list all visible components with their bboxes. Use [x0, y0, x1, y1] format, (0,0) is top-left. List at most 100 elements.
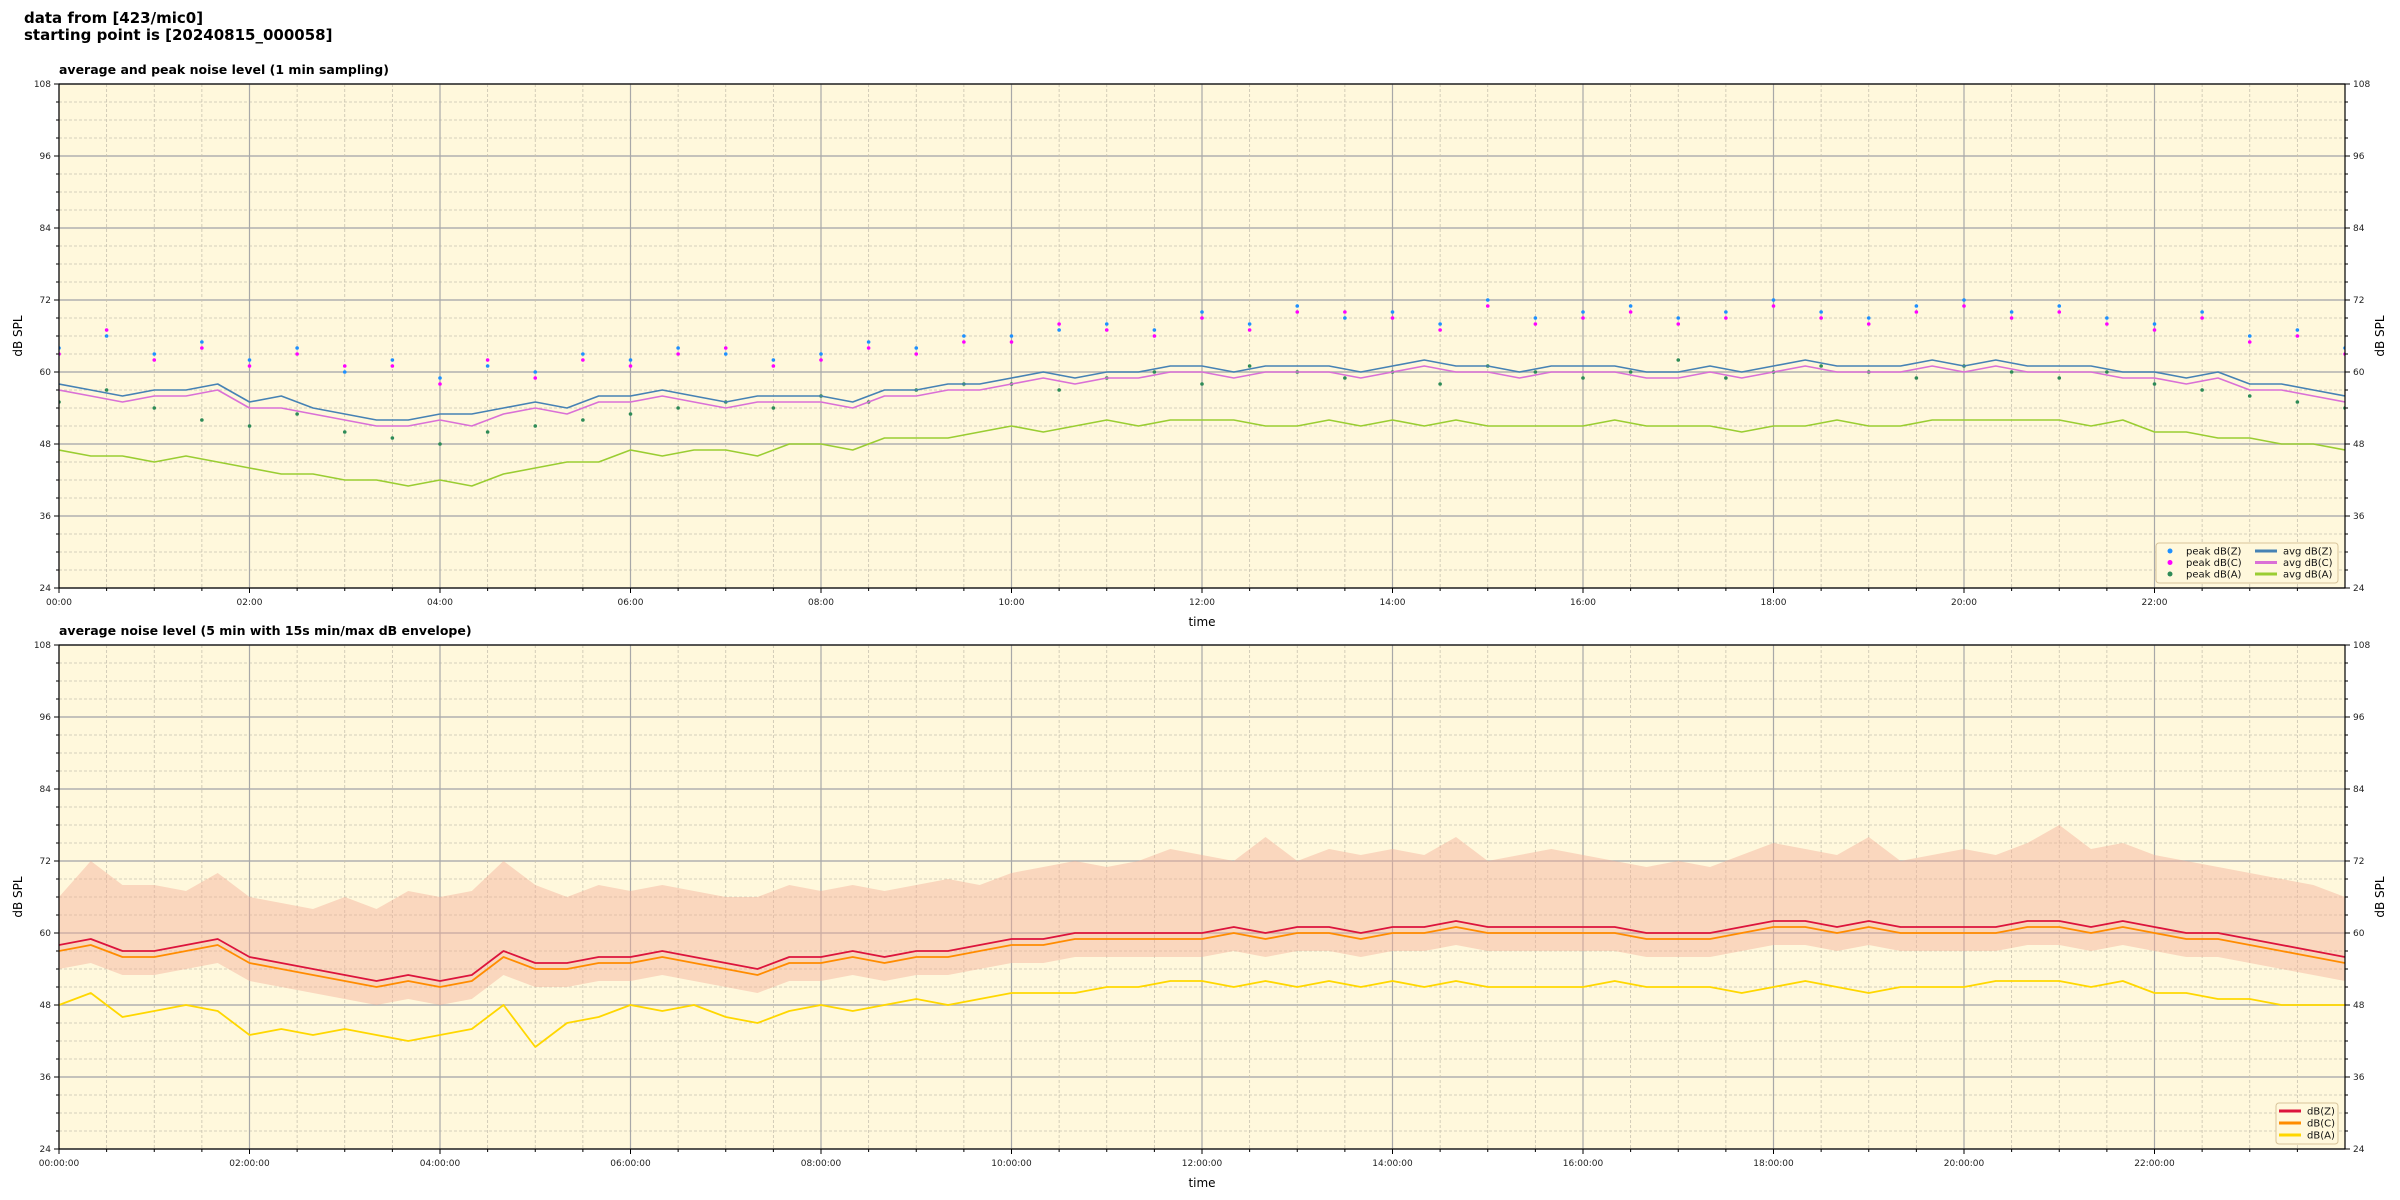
x-tick-label: 16:00:00	[1563, 1159, 1604, 1169]
y-tick-label-right: 24	[2353, 1145, 2365, 1155]
legend-box	[2155, 542, 2339, 584]
x-tick-label: 14:00	[1380, 598, 1406, 608]
point-peak-db-z	[1152, 328, 1157, 332]
point-peak-db-a	[1581, 376, 1585, 380]
point-peak-db-a	[2295, 400, 2300, 404]
y-tick-label-right: 60	[2353, 929, 2365, 939]
point-peak-db-c	[2152, 328, 2157, 332]
y-tick-label-right: 36	[2353, 512, 2365, 522]
point-peak-db-a	[1533, 370, 1538, 374]
point-peak-db-z	[723, 352, 728, 356]
y-tick-label-left: 96	[40, 152, 52, 162]
point-peak-db-c	[628, 364, 633, 368]
y-tick-label-left: 72	[40, 296, 51, 306]
line-avg-db-c	[59, 365, 2345, 427]
legend-label: dB(A)	[2307, 1131, 2335, 1142]
point-peak-db-z	[247, 358, 252, 362]
point-peak-db-z	[1485, 298, 1490, 302]
point-peak-db-c	[2200, 316, 2204, 320]
y-tick-label-left: 60	[40, 929, 52, 939]
point-peak-db-a	[247, 424, 252, 428]
y-tick-label-right: 108	[2353, 641, 2370, 651]
point-peak-db-c	[1724, 316, 1728, 320]
point-peak-db-z	[914, 346, 919, 350]
legend-label: peak dB(A)	[2186, 570, 2242, 581]
point-peak-db-c	[1152, 334, 1157, 338]
y-tick-label-right: 72	[2353, 857, 2364, 867]
point-peak-db-a	[2152, 382, 2157, 386]
point-peak-db-a	[676, 406, 680, 410]
legend-label: dB(Z)	[2307, 1107, 2335, 1118]
point-peak-db-a	[1057, 388, 1061, 392]
y-tick-label-left: 48	[40, 1001, 52, 1011]
point-peak-db-z	[1628, 304, 1633, 308]
point-peak-db-c	[1914, 310, 1919, 314]
point-peak-db-z	[152, 352, 157, 356]
point-peak-db-c	[200, 346, 204, 350]
x-tick-label: 20:00	[1951, 598, 1977, 608]
x-tick-label: 04:00	[427, 598, 453, 608]
y-tick-label-right: 72	[2353, 296, 2364, 306]
x-tick-label: 22:00	[2142, 598, 2168, 608]
point-peak-db-z	[342, 370, 347, 374]
point-peak-db-z	[1200, 310, 1204, 314]
point-peak-db-a	[485, 430, 490, 434]
point-peak-db-c	[1819, 316, 1823, 320]
point-peak-db-c	[2009, 316, 2014, 320]
legend-marker	[2167, 571, 2173, 577]
y-tick-label-left: 84	[40, 224, 52, 234]
x-tick-label: 06:00:00	[610, 1159, 651, 1169]
point-peak-db-a	[200, 418, 204, 422]
x-axis-label: time	[1188, 615, 1215, 629]
point-peak-db-c	[247, 364, 252, 368]
point-peak-db-a	[533, 424, 538, 428]
point-peak-db-z	[2009, 310, 2014, 314]
point-peak-db-a	[1914, 376, 1919, 380]
legend: dB(Z)dB(C)dB(A)	[2275, 1102, 2339, 1145]
point-peak-db-a	[1724, 376, 1728, 380]
point-peak-db-z	[533, 370, 538, 374]
point-peak-db-z	[819, 352, 823, 356]
y-tick-label-left: 36	[40, 1073, 52, 1083]
y-tick-label-right: 48	[2353, 440, 2365, 450]
x-tick-label: 10:00:00	[991, 1159, 1032, 1169]
point-peak-db-c	[1581, 316, 1585, 320]
point-peak-db-a	[1628, 370, 1633, 374]
line-db-c	[59, 926, 2345, 988]
point-peak-db-z	[1581, 310, 1585, 314]
x-tick-label: 02:00	[237, 598, 263, 608]
point-peak-db-c	[2295, 334, 2300, 338]
point-peak-db-c	[295, 352, 299, 356]
point-peak-db-c	[1295, 310, 1300, 314]
legend-marker	[2167, 560, 2173, 565]
point-peak-db-a	[1247, 364, 1252, 368]
plot-frame	[58, 644, 2346, 1150]
point-peak-db-z	[2152, 322, 2157, 326]
x-tick-label: 20:00:00	[1944, 1159, 1985, 1169]
point-peak-db-z	[1438, 322, 1442, 326]
legend-marker	[2167, 548, 2173, 554]
point-peak-db-a	[1676, 358, 1681, 362]
point-peak-db-c	[438, 382, 442, 386]
point-peak-db-a	[2200, 388, 2204, 392]
point-peak-db-c	[152, 358, 157, 362]
x-tick-label: 06:00	[618, 598, 644, 608]
source-label: data from [423/mic0]	[24, 9, 204, 27]
start-point-label: starting point is [20240815_000058]	[24, 26, 333, 44]
y-tick-label-right: 48	[2353, 1001, 2365, 1011]
y-tick-label-left: 84	[40, 785, 52, 795]
legend-label: avg dB(A)	[2283, 570, 2333, 581]
point-peak-db-a	[1819, 364, 1823, 368]
point-peak-db-z	[295, 346, 299, 350]
point-peak-db-z	[2105, 316, 2109, 320]
point-peak-db-a	[295, 412, 299, 416]
envelope-area	[59, 825, 2345, 1005]
point-peak-db-c	[1533, 322, 1538, 326]
y-axis-label-right: dB SPL	[2373, 876, 2387, 918]
point-peak-db-c	[104, 328, 109, 332]
figure-header: data from [423/mic0] starting point is […	[24, 10, 332, 44]
legend-label: dB(C)	[2307, 1119, 2335, 1130]
x-tick-label: 00:00:00	[39, 1159, 80, 1169]
point-peak-db-c	[1247, 328, 1252, 332]
point-peak-db-c	[581, 358, 585, 362]
